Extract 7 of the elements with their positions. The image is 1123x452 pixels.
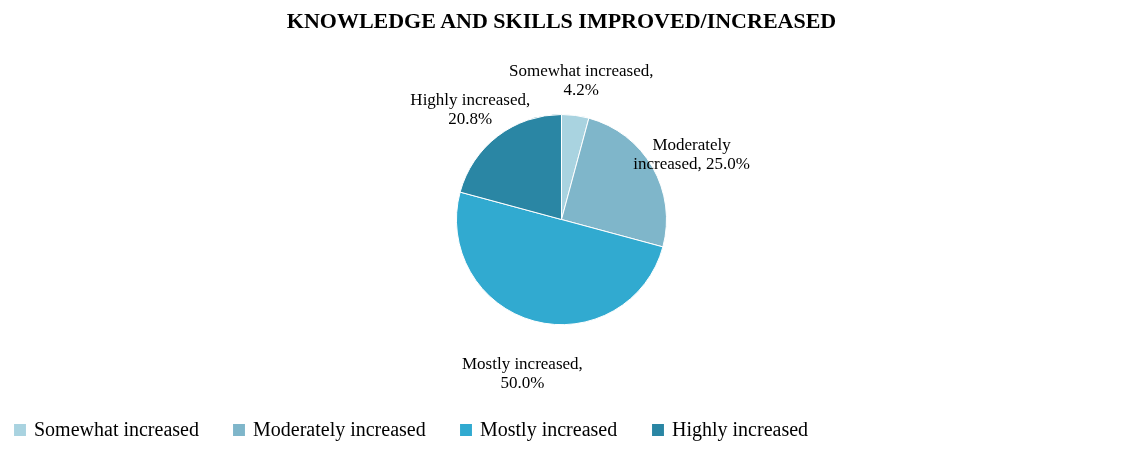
chart-title: KNOWLEDGE AND SKILLS IMPROVED/INCREASED	[286, 8, 837, 33]
legend-label: Somewhat increased	[34, 418, 199, 440]
legend-label: Moderately increased	[253, 418, 426, 441]
legend-label: Highly increased	[672, 418, 809, 441]
data-label: Mostly increased, 50.0%	[461, 354, 583, 393]
data-label: Moderately increased, 25.0%	[633, 134, 750, 173]
legend-label: Mostly increased	[480, 418, 618, 441]
